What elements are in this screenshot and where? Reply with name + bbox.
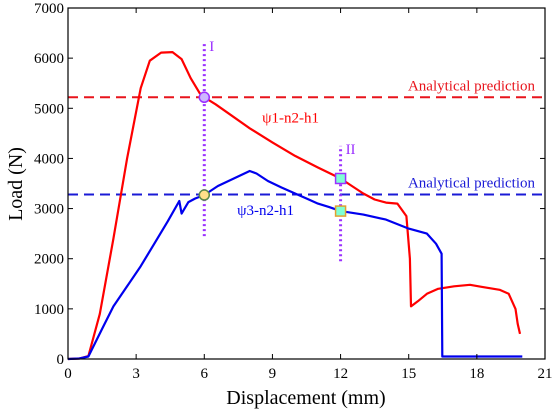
x-tick-label: 18 bbox=[469, 366, 484, 382]
y-tick-label: 1000 bbox=[34, 302, 64, 318]
x-tick-label: 3 bbox=[132, 366, 140, 382]
x-tick-label: 0 bbox=[64, 366, 72, 382]
vertical-marker-label: II bbox=[346, 142, 356, 158]
x-tick-label: 12 bbox=[333, 366, 348, 382]
plot-area: Analytical prediction Analytical predicti… bbox=[67, 39, 545, 361]
plot-frame bbox=[67, 7, 546, 360]
marker-point bbox=[334, 205, 347, 217]
y-tick-label: 3000 bbox=[34, 202, 64, 218]
vertical-marker-label: I bbox=[209, 39, 214, 55]
y-tick-label: 5000 bbox=[34, 101, 64, 117]
series-line bbox=[67, 51, 522, 361]
series-line bbox=[67, 169, 523, 361]
x-tick-label: 15 bbox=[401, 366, 416, 382]
marker-point bbox=[198, 189, 211, 201]
y-tick-label: 0 bbox=[57, 352, 65, 368]
analytical-prediction-label: Analytical prediction bbox=[408, 176, 536, 192]
marker-point bbox=[198, 91, 211, 104]
x-axis-title: Displacement (mm) bbox=[226, 387, 385, 409]
axis-ticks: 0 3 6 9 12 15 18 21 0 1000 2000 3000 4000 5000 6000 700… bbox=[34, 1, 553, 382]
y-axis-title: Load (N) bbox=[5, 147, 27, 221]
x-tick-label: 9 bbox=[269, 366, 277, 382]
y-tick-label: 4000 bbox=[34, 151, 64, 167]
x-tick-label: 21 bbox=[538, 366, 553, 382]
y-tick-label: 7000 bbox=[34, 1, 64, 17]
series-label: ψ1-n2-h1 bbox=[262, 110, 319, 126]
marker-point bbox=[334, 172, 347, 185]
x-tick-label: 6 bbox=[201, 366, 209, 382]
series-label: ψ3-n2-h1 bbox=[237, 203, 294, 219]
y-tick-label: 2000 bbox=[34, 252, 64, 268]
analytical-prediction-label: Analytical prediction bbox=[408, 78, 536, 94]
y-tick-label: 6000 bbox=[34, 51, 64, 67]
